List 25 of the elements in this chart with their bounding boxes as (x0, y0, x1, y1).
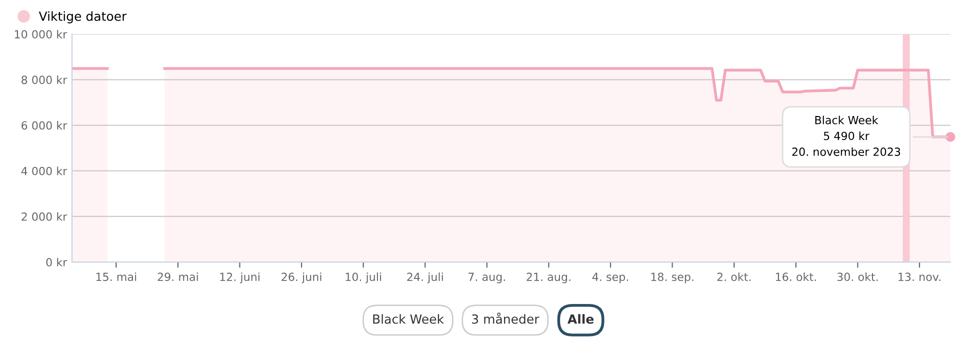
x-tick-label: 26. juni (282, 272, 322, 284)
y-tick-label: 8 000 kr (22, 75, 68, 84)
x-tick-label: 13. nov. (898, 272, 940, 282)
x-tick-label: 29. mai (158, 272, 198, 282)
y-tick-label: 10 000 kr (14, 30, 68, 38)
y-tick-label: 0 kr (46, 258, 68, 266)
y-tick-label: 4 000 kr (21, 166, 68, 176)
x-tick-label: 16. okt. (776, 272, 816, 282)
legend-label: Viktige datoer (38, 11, 127, 24)
x-tick-label: 18. sep. (651, 272, 694, 284)
x-tick-label: 15. mai (96, 272, 136, 282)
x-tick-label: 4. sep. (592, 272, 628, 284)
y-tick-label: 2 000 kr (22, 212, 68, 221)
x-tick-label: 7. aug. (468, 272, 506, 284)
text: Alle (568, 314, 594, 324)
y-tick-label: 6 000 kr (22, 121, 68, 130)
x-tick-label: 12. juni (220, 272, 260, 284)
x-tick-label: 24. juli (407, 272, 443, 284)
x-tick-label: 30. okt. (837, 272, 878, 282)
x-tick-label: 10. juli (346, 272, 382, 284)
x-tick-label: 21. aug. (526, 272, 570, 284)
x-tick-label: 2. okt. (717, 272, 751, 282)
text: 3 måneder (472, 312, 540, 324)
text: Black Week (373, 314, 444, 324)
annotation: Black Week 5 490 kr 20. november 2023 (792, 116, 900, 156)
